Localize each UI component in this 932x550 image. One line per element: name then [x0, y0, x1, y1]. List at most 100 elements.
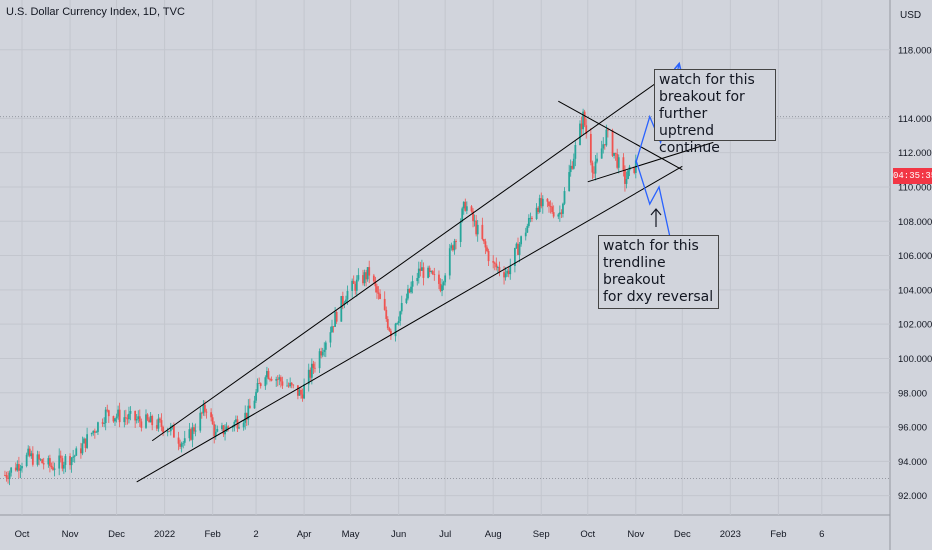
- candle-body: [312, 363, 315, 368]
- candle-body: [448, 248, 451, 276]
- candle-body: [92, 430, 95, 433]
- candle-body: [25, 454, 28, 467]
- candle-body: [72, 456, 75, 458]
- candle-body: [386, 318, 389, 329]
- candle-body: [548, 201, 550, 206]
- candle-body: [199, 412, 202, 431]
- candle-body: [281, 381, 284, 386]
- candle-body: [537, 207, 540, 212]
- candle-body: [166, 430, 169, 433]
- candle-body: [244, 412, 247, 423]
- candle-body: [128, 413, 130, 420]
- candle-body: [376, 286, 378, 293]
- candle-body: [441, 285, 443, 291]
- x-tick-label: Apr: [297, 529, 312, 540]
- currency-label: USD: [900, 10, 922, 21]
- candle-body: [253, 400, 256, 409]
- candle-body: [529, 217, 532, 219]
- candle-body: [115, 416, 118, 419]
- candle-body: [428, 267, 431, 272]
- reversal-note-line: watch for this: [603, 238, 699, 254]
- candle-body: [73, 455, 76, 457]
- x-tick-label: Dec: [108, 529, 125, 540]
- candle-body: [431, 271, 434, 275]
- candle-body: [321, 351, 324, 356]
- candle-body: [357, 275, 360, 280]
- candle-body: [473, 220, 476, 222]
- candle-body: [352, 280, 355, 284]
- candle-body: [594, 161, 597, 174]
- candle-body: [278, 377, 281, 380]
- candle-body: [36, 454, 39, 465]
- candle-body: [134, 410, 137, 421]
- candle-body: [233, 421, 236, 427]
- candle-body: [318, 351, 321, 369]
- candle-body: [569, 165, 572, 173]
- bearish-path-projection: [635, 159, 679, 280]
- candle-body: [137, 416, 140, 420]
- candle-body: [38, 454, 40, 460]
- candle-body: [191, 427, 194, 440]
- candle-body: [84, 438, 87, 448]
- x-tick-label: 6: [819, 529, 824, 540]
- x-tick-label: 2023: [720, 529, 741, 540]
- y-tick-label: 100.000: [898, 354, 932, 365]
- countdown-badge: 04:35:35: [893, 168, 932, 184]
- candle-body: [605, 129, 608, 146]
- candle-body: [442, 282, 445, 286]
- candle-body: [464, 201, 467, 211]
- candle-body: [205, 411, 208, 413]
- candle-body: [114, 418, 116, 422]
- candle-body: [625, 179, 628, 184]
- candle-body: [535, 207, 538, 220]
- candle-body: [70, 457, 73, 466]
- candle-body: [613, 152, 615, 156]
- candle-body: [593, 172, 595, 174]
- candle-body: [117, 409, 119, 417]
- candle-body: [146, 414, 149, 420]
- candle-body: [222, 425, 225, 435]
- candle-body: [430, 271, 433, 272]
- candle-body: [81, 443, 84, 454]
- candle-body: [572, 158, 575, 169]
- candle-body: [408, 288, 411, 293]
- candle-body: [470, 206, 473, 212]
- candle-body: [19, 468, 22, 471]
- candle-body: [256, 383, 259, 392]
- x-tick-label: Nov: [627, 529, 644, 540]
- candle-body: [238, 427, 240, 429]
- candle-body: [28, 448, 31, 457]
- candle-body: [245, 412, 248, 420]
- y-tick-label: 104.000: [898, 285, 932, 296]
- x-tick-label: Feb: [770, 529, 786, 540]
- candle-body: [145, 414, 147, 428]
- reversal-note-arrowhead: [650, 208, 662, 216]
- candle-body: [221, 425, 223, 429]
- candle-body: [160, 420, 163, 427]
- candle-body: [452, 245, 454, 251]
- candle-body: [157, 418, 160, 429]
- breakout-note-line: breakout for further: [659, 89, 745, 122]
- candle-body: [103, 423, 106, 424]
- candle-body: [324, 342, 327, 350]
- candle-body: [611, 130, 614, 156]
- candle-body: [399, 311, 402, 322]
- candle-body: [549, 205, 552, 207]
- candle-body: [379, 293, 381, 299]
- candle-body: [461, 208, 464, 222]
- candle-body: [552, 212, 555, 217]
- candle-body: [579, 123, 581, 145]
- chart-title: U.S. Dollar Currency Index, 1D, TVC: [6, 6, 185, 18]
- candle-body: [455, 240, 457, 242]
- reversal-note-line: for dxy reversal: [603, 289, 714, 305]
- candle-body: [334, 312, 336, 327]
- candle-body: [372, 275, 375, 282]
- candle-body: [390, 330, 392, 337]
- candle-body: [118, 409, 121, 423]
- candle-body: [411, 281, 414, 287]
- candle-body: [101, 422, 104, 424]
- candle-body: [39, 459, 42, 461]
- candle-body: [16, 464, 19, 471]
- candle-body: [340, 296, 343, 322]
